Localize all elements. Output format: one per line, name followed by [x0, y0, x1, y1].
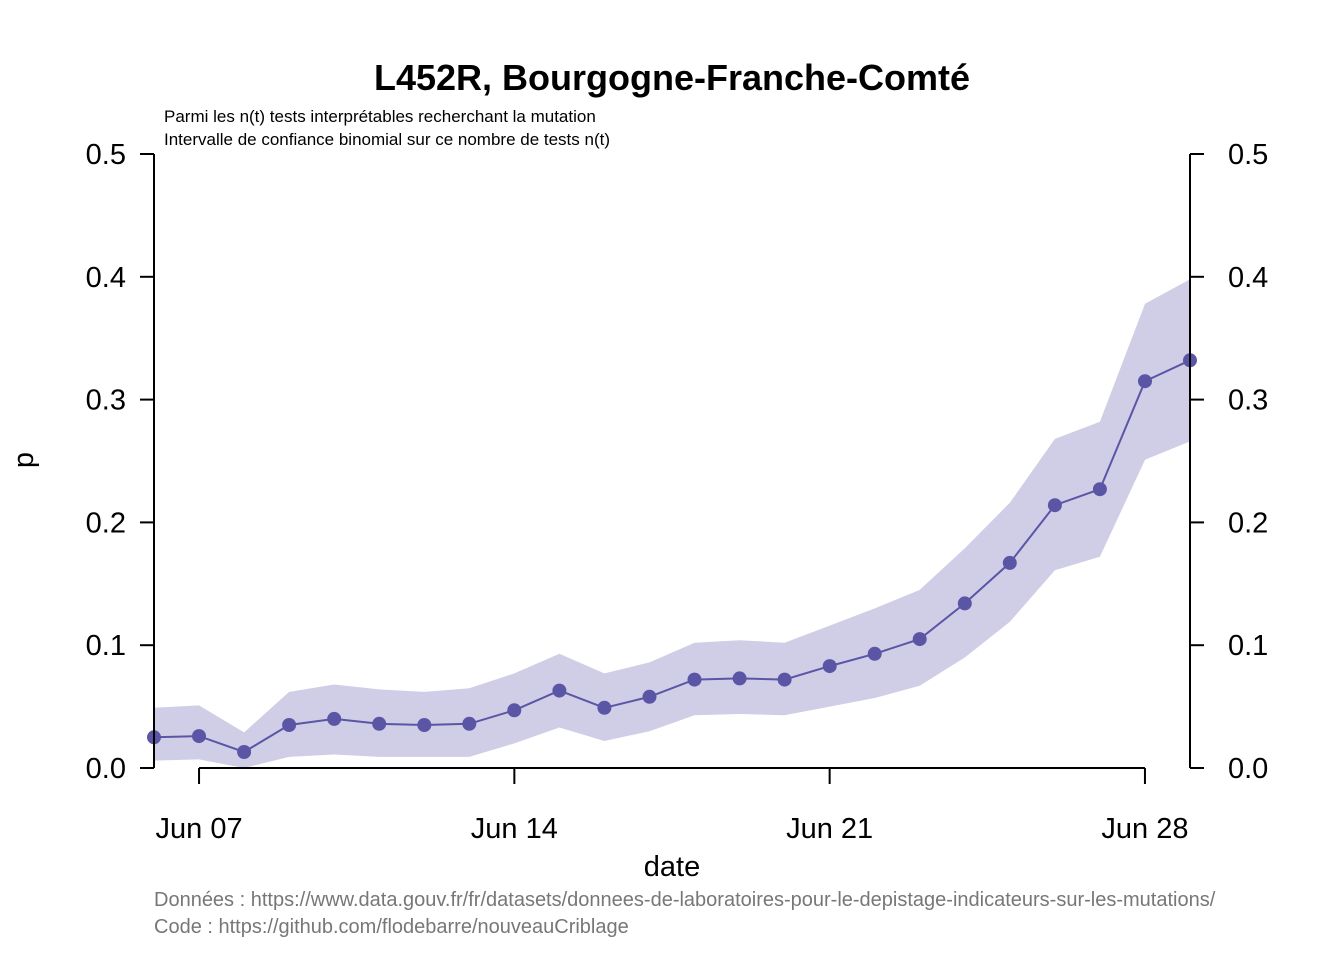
- data-point: [417, 718, 432, 732]
- data-point: [552, 683, 567, 698]
- confidence-band: [154, 279, 1190, 768]
- chart-subtitle-1: Parmi les n(t) tests interprétables rech…: [164, 107, 596, 126]
- confidence-band-layer: [154, 279, 1190, 768]
- data-point: [867, 646, 882, 661]
- data-point: [372, 716, 387, 731]
- series-points-layer: [147, 353, 1197, 759]
- x-tick-label: Jun 28: [1101, 813, 1188, 845]
- x-axis-title: date: [644, 851, 700, 883]
- data-point: [957, 596, 972, 611]
- data-point: [1138, 374, 1152, 389]
- y-tick-label-right: 0.3: [1228, 385, 1268, 417]
- code-source-caption: Code : https://github.com/flodebarre/nou…: [154, 916, 629, 938]
- data-point: [732, 671, 747, 686]
- data-point: [822, 659, 837, 674]
- y-tick-label-left: 0.4: [86, 262, 126, 294]
- data-point: [687, 672, 702, 687]
- y-tick-label-left: 0.3: [86, 385, 126, 417]
- data-point: [462, 716, 477, 731]
- data-point: [777, 672, 792, 687]
- data-point: [327, 711, 342, 726]
- data-source-caption: Données : https://www.data.gouv.fr/fr/da…: [154, 889, 1216, 911]
- data-point: [912, 632, 927, 647]
- data-point: [642, 689, 657, 704]
- data-point: [237, 745, 252, 759]
- chart-title: L452R, Bourgogne-Franche-Comté: [374, 57, 970, 98]
- x-tick-label: Jun 21: [786, 813, 873, 845]
- series-line: [153, 359, 1191, 754]
- y-tick-label-right: 0.0: [1228, 753, 1268, 785]
- axes: 0.0 0.0 0.1 0.1 0.2 0.2 0.3 0.3 0.4 0.4 0.5 0.5 Jun …: [86, 139, 1269, 845]
- y-tick-label-left: 0.0: [86, 753, 126, 785]
- series-line-layer: [153, 359, 1191, 754]
- y-tick-label-right: 0.5: [1228, 139, 1268, 171]
- data-point: [282, 718, 297, 732]
- data-point: [1092, 482, 1107, 497]
- y-axis-title: p: [8, 452, 40, 468]
- y-tick-label-right: 0.2: [1228, 507, 1268, 539]
- y-tick-label-right: 0.4: [1228, 262, 1268, 294]
- y-tick-label-left: 0.2: [86, 507, 126, 539]
- y-tick-label-left: 0.1: [86, 630, 126, 662]
- data-point: [597, 700, 612, 715]
- y-tick-label-right: 0.1: [1228, 630, 1268, 662]
- x-tick-label: Jun 07: [156, 813, 243, 845]
- data-point: [1047, 498, 1062, 513]
- data-point: [1002, 555, 1017, 570]
- data-point: [192, 729, 206, 744]
- y-tick-label-left: 0.5: [86, 139, 126, 171]
- chart-subtitle-2: Intervalle de confiance binomial sur ce …: [164, 130, 610, 149]
- data-point: [507, 703, 522, 718]
- x-tick-label: Jun 14: [471, 813, 558, 845]
